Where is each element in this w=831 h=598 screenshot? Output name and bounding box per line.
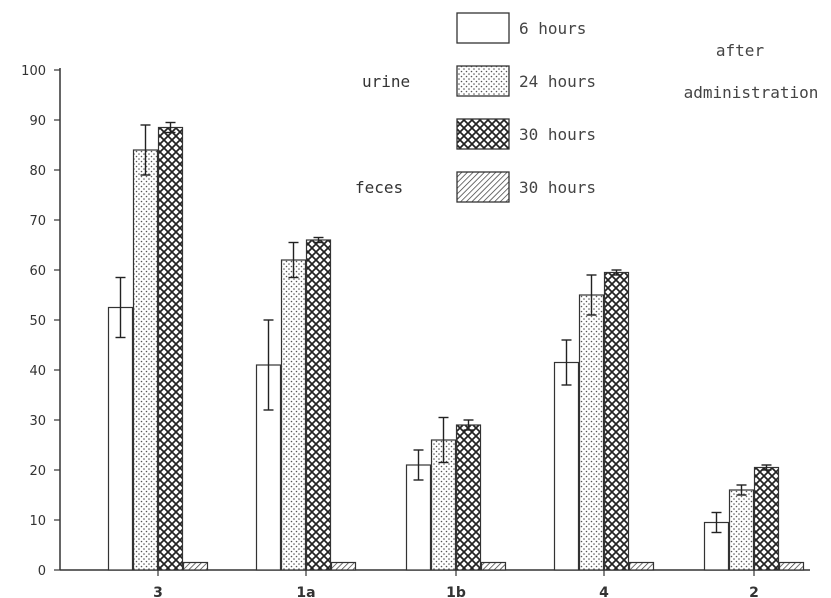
legend-label: 24 hours	[519, 72, 596, 91]
legend-note-line-1: after	[716, 41, 765, 60]
y-tick-label: 20	[29, 464, 46, 479]
bar	[480, 561, 507, 571]
legend-label: 30 hours	[519, 178, 596, 197]
bar	[107, 306, 134, 571]
bar	[182, 561, 209, 571]
bar	[753, 466, 780, 571]
legend-label: 6 hours	[519, 19, 586, 38]
bar	[578, 294, 605, 571]
bar	[132, 149, 159, 571]
legend-group-label-feces: feces	[355, 178, 403, 197]
bar	[553, 361, 580, 571]
x-tick-label: 4	[599, 585, 609, 598]
bar	[728, 489, 755, 571]
bar	[455, 424, 482, 571]
y-tick-label: 80	[29, 164, 46, 179]
y-tick-label: 0	[38, 564, 46, 579]
bar	[603, 271, 630, 571]
x-tick-label: 1b	[446, 585, 466, 598]
legend-label: 30 hours	[519, 125, 596, 144]
legend-swatch	[456, 118, 510, 150]
y-tick-label: 90	[29, 114, 46, 129]
bar	[157, 126, 184, 571]
legend-group-label-urine: urine	[362, 72, 410, 91]
x-tick-label: 1a	[296, 585, 315, 598]
y-tick-label: 50	[29, 314, 46, 329]
bar	[280, 259, 307, 571]
bar	[703, 521, 730, 571]
legend-swatch	[456, 171, 510, 203]
legend-note-line-2: administration	[684, 83, 819, 102]
bar	[405, 464, 432, 571]
x-tick-label: 2	[749, 585, 759, 598]
bar	[330, 561, 357, 571]
bar	[628, 561, 655, 571]
y-tick-label: 10	[29, 514, 46, 529]
bars	[107, 121, 805, 571]
x-tick-label: 3	[153, 585, 163, 598]
legend: 6 hours 24 hours 30 hours 30 hours urine fece…	[355, 12, 819, 203]
y-tick-label: 30	[29, 414, 46, 429]
legend-swatch	[456, 12, 510, 44]
y-tick-label: 70	[29, 214, 46, 229]
bar	[305, 239, 332, 571]
bar	[778, 561, 805, 571]
axes: 0 10 20 30 40 50 60 70 80 90 100 3 1a 1b 4 2	[21, 64, 810, 598]
y-tick-label: 60	[29, 264, 46, 279]
y-tick-label: 100	[21, 64, 46, 79]
y-tick-label: 40	[29, 364, 46, 379]
legend-swatch	[456, 65, 510, 97]
